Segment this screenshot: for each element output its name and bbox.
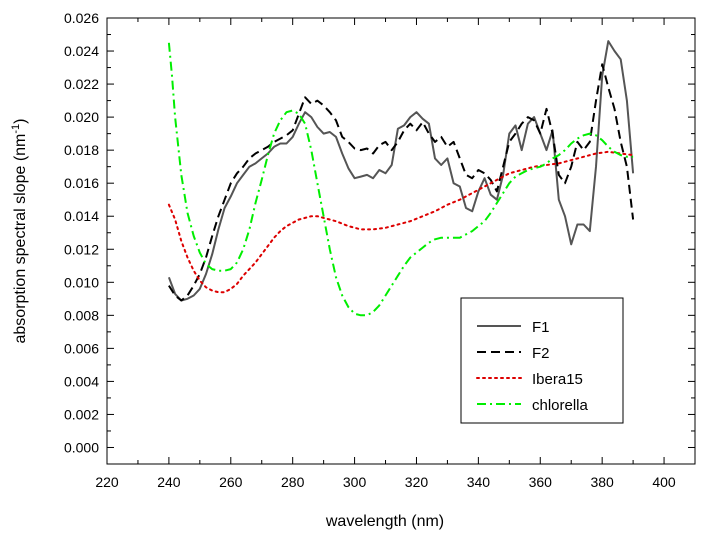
x-tick-label: 220 — [95, 474, 119, 490]
plot-area — [106, 17, 696, 465]
y-tick-label: 0.016 — [64, 175, 99, 191]
legend-label-ibera15: Ibera15 — [532, 371, 583, 388]
series-line-f1 — [167, 40, 635, 302]
y-axis: 0.000 0.002 0.004 0.006 0.008 0.010 0.012 0.014… — [64, 10, 695, 455]
y-tick-label: 0.020 — [64, 109, 99, 125]
legend: F1 F2 Ibera15 chlorella — [460, 297, 624, 424]
y-axis-title: absorption spectral slope (nm-1) — [10, 119, 29, 344]
series-line-f2 — [168, 63, 635, 302]
y-tick-label: 0.022 — [64, 76, 99, 92]
series-line-ibera15 — [167, 150, 635, 294]
x-tick-label: 240 — [157, 474, 181, 490]
x-tick-label: 320 — [405, 474, 429, 490]
y-tick-label: 0.018 — [64, 142, 99, 158]
y-tick-label: 0.004 — [64, 373, 99, 389]
series-layer — [167, 40, 635, 317]
y-tick-label: 0.024 — [64, 43, 99, 59]
y-tick-label: 0.010 — [64, 274, 99, 290]
y-tick-label: 0.014 — [64, 208, 99, 224]
x-tick-label: 360 — [529, 474, 553, 490]
y-tick-label: 0.008 — [64, 307, 99, 323]
legend-box — [460, 297, 624, 424]
plot-frame — [106, 17, 696, 465]
x-tick-label: 340 — [467, 474, 491, 490]
x-tick-label: 260 — [219, 474, 243, 490]
y-tick-label: 0.006 — [64, 340, 99, 356]
legend-label-chlorella: chlorella — [532, 397, 589, 414]
legend-label-f2: F2 — [532, 345, 550, 362]
x-axis-title: wavelength (nm) — [325, 513, 444, 530]
y-tick-label: 0.026 — [64, 10, 99, 26]
series-line-chlorella — [167, 42, 634, 317]
x-axis: 220 240 260 280 300 320 340 360 380 400 — [95, 18, 676, 490]
x-tick-label: 280 — [281, 474, 305, 490]
legend-label-f1: F1 — [532, 319, 550, 336]
x-tick-label: 300 — [343, 474, 367, 490]
y-tick-label: 0.000 — [64, 439, 99, 455]
y-tick-label: 0.012 — [64, 241, 99, 257]
x-tick-label: 400 — [652, 474, 676, 490]
y-tick-label: 0.002 — [64, 406, 99, 422]
x-tick-label: 380 — [590, 474, 614, 490]
